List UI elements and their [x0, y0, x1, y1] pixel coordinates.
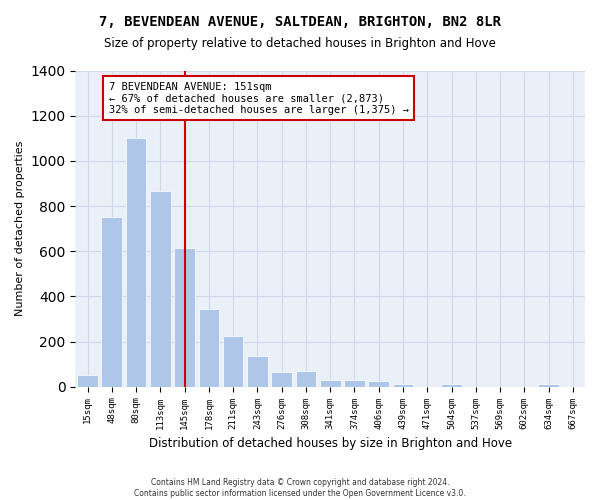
- Bar: [77, 376, 98, 386]
- Bar: [344, 380, 365, 386]
- Bar: [368, 381, 389, 386]
- Y-axis label: Number of detached properties: Number of detached properties: [15, 141, 25, 316]
- Bar: [247, 356, 268, 386]
- Bar: [538, 384, 559, 386]
- Text: Size of property relative to detached houses in Brighton and Hove: Size of property relative to detached ho…: [104, 38, 496, 51]
- Bar: [441, 384, 462, 386]
- Bar: [392, 384, 413, 386]
- Bar: [174, 248, 195, 386]
- Text: 7 BEVENDEAN AVENUE: 151sqm
← 67% of detached houses are smaller (2,873)
32% of s: 7 BEVENDEAN AVENUE: 151sqm ← 67% of deta…: [109, 82, 409, 115]
- Bar: [199, 309, 219, 386]
- Bar: [320, 380, 341, 386]
- Bar: [150, 192, 170, 386]
- Bar: [271, 372, 292, 386]
- Bar: [223, 336, 244, 386]
- Bar: [101, 218, 122, 386]
- Text: 7, BEVENDEAN AVENUE, SALTDEAN, BRIGHTON, BN2 8LR: 7, BEVENDEAN AVENUE, SALTDEAN, BRIGHTON,…: [99, 15, 501, 29]
- Bar: [126, 138, 146, 386]
- Bar: [296, 371, 316, 386]
- Text: Contains HM Land Registry data © Crown copyright and database right 2024.
Contai: Contains HM Land Registry data © Crown c…: [134, 478, 466, 498]
- X-axis label: Distribution of detached houses by size in Brighton and Hove: Distribution of detached houses by size …: [149, 437, 512, 450]
